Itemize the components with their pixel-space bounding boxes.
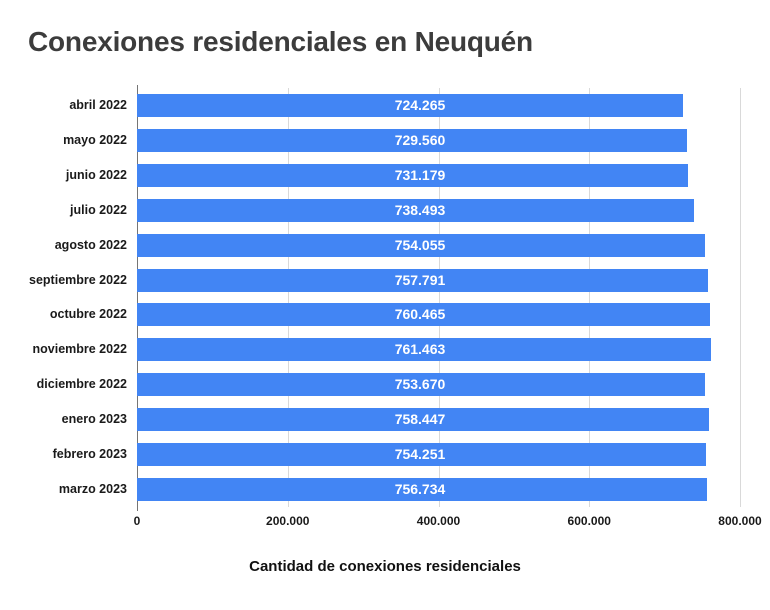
x-axis-tick-label: 800.000 <box>718 514 762 528</box>
bar-value-label: 757.791 <box>394 271 446 288</box>
y-axis-label: octubre 2022 <box>49 307 127 322</box>
plot-area: abril 2022 mayo 2022 junio 2022 julio 2022 a… <box>29 88 741 507</box>
bar[interactable] <box>137 233 706 257</box>
x-axis-title: Cantidad de conexiones residenciales <box>249 558 521 575</box>
y-axis-label: febrero 2023 <box>52 447 127 462</box>
bar-value-label: 724.265 <box>394 96 446 113</box>
bar[interactable] <box>137 338 711 362</box>
bar-row[interactable]: 758.447 <box>137 408 740 432</box>
bar[interactable] <box>137 268 709 292</box>
y-axis-label: abril 2022 <box>69 97 127 112</box>
bar[interactable] <box>137 128 687 152</box>
y-axis-label: marzo 2023 <box>58 482 127 497</box>
x-axis-tick-label: 600.000 <box>567 514 611 528</box>
bar-row[interactable]: 760.465 <box>137 303 740 327</box>
chart-title: Conexiones residenciales en Neuquén <box>28 26 533 57</box>
bar-value-label: 738.493 <box>394 201 446 218</box>
bar-value-label: 756.734 <box>394 481 446 498</box>
bar[interactable] <box>137 303 711 327</box>
bar[interactable] <box>137 198 694 222</box>
y-axis-label: julio 2022 <box>70 202 127 217</box>
bar-value-label: 758.447 <box>394 411 446 428</box>
bar[interactable] <box>137 408 709 432</box>
bar-row[interactable]: 724.265 <box>137 93 740 117</box>
bar[interactable] <box>137 93 683 117</box>
x-axis-tick-label: 0 <box>133 514 141 528</box>
bar[interactable] <box>137 163 689 187</box>
y-axis-label: noviembre 2022 <box>32 342 128 357</box>
bar-row[interactable]: 756.734 <box>137 478 740 502</box>
bar-value-label: 761.463 <box>394 341 446 358</box>
bar-row[interactable]: 753.670 <box>137 373 740 397</box>
bar-value-label: 754.055 <box>394 236 446 253</box>
bar-value-label: 729.560 <box>394 131 446 148</box>
y-axis-label: agosto 2022 <box>54 237 127 252</box>
gridline <box>740 88 741 507</box>
y-axis-label: septiembre 2022 <box>29 272 127 287</box>
y-axis-label: junio 2022 <box>65 167 127 182</box>
bar-row[interactable]: 757.791 <box>137 268 740 292</box>
bar[interactable] <box>137 373 706 397</box>
bar-row[interactable]: 754.251 <box>137 443 740 467</box>
y-axis-line <box>137 85 138 511</box>
bar-row[interactable]: 754.055 <box>137 233 740 257</box>
bar-row[interactable]: 738.493 <box>137 198 740 222</box>
x-axis-tick-label: 400.000 <box>416 514 461 528</box>
bar-row[interactable]: 761.463 <box>137 338 740 362</box>
y-axis-label: enero 2023 <box>61 412 127 427</box>
gridline <box>287 88 289 507</box>
x-axis-tick-label: 200.000 <box>266 514 310 528</box>
bar-value-label: 760.465 <box>394 306 446 323</box>
y-axis-label: mayo 2022 <box>63 132 127 147</box>
bar[interactable] <box>137 478 708 502</box>
gridline <box>438 88 440 507</box>
bar-value-label: 731.179 <box>394 166 446 183</box>
bar-value-label: 753.670 <box>394 376 446 393</box>
bar-row[interactable]: 731.179 <box>137 163 740 187</box>
bar-value-label: 754.251 <box>394 446 446 463</box>
bar-row[interactable]: 729.560 <box>137 128 740 152</box>
gridline <box>589 88 591 507</box>
y-axis-label: diciembre 2022 <box>36 377 127 392</box>
bar[interactable] <box>137 443 706 467</box>
y-axis-labels: abril 2022 mayo 2022 junio 2022 julio 2022 a… <box>0 88 127 507</box>
